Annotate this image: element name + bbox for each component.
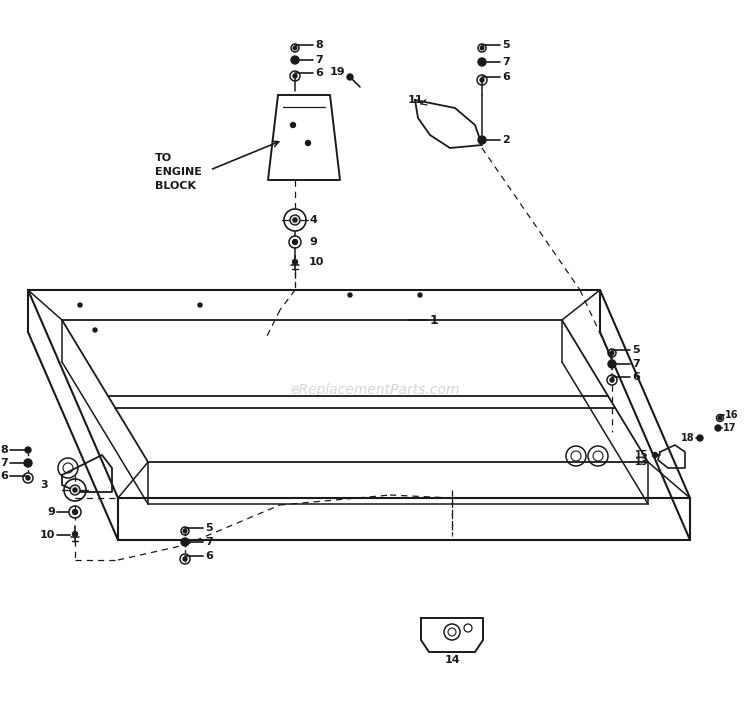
Circle shape bbox=[73, 532, 77, 537]
Text: 1: 1 bbox=[430, 313, 439, 326]
Circle shape bbox=[292, 260, 298, 265]
Text: 15: 15 bbox=[634, 450, 648, 460]
Circle shape bbox=[610, 351, 614, 355]
Circle shape bbox=[183, 530, 187, 533]
Text: 6: 6 bbox=[0, 471, 8, 481]
Circle shape bbox=[290, 123, 296, 128]
Text: eReplacementParts.com: eReplacementParts.com bbox=[290, 383, 460, 397]
Text: 7: 7 bbox=[632, 359, 640, 369]
Text: 6: 6 bbox=[315, 68, 322, 78]
Text: 9: 9 bbox=[47, 507, 55, 517]
Circle shape bbox=[25, 447, 31, 453]
Text: 8: 8 bbox=[315, 40, 322, 50]
Text: 16: 16 bbox=[725, 410, 739, 420]
Circle shape bbox=[480, 46, 484, 50]
Circle shape bbox=[418, 293, 422, 297]
Text: 13: 13 bbox=[634, 457, 648, 467]
Circle shape bbox=[293, 74, 297, 78]
Circle shape bbox=[293, 218, 297, 222]
Text: 7: 7 bbox=[315, 55, 322, 65]
Circle shape bbox=[348, 293, 352, 297]
Text: 2: 2 bbox=[502, 135, 510, 145]
Circle shape bbox=[292, 239, 298, 244]
Text: 7: 7 bbox=[502, 57, 510, 67]
Text: 6: 6 bbox=[502, 72, 510, 82]
Circle shape bbox=[291, 56, 299, 64]
Circle shape bbox=[78, 303, 82, 307]
Circle shape bbox=[24, 459, 32, 467]
Circle shape bbox=[697, 435, 703, 441]
Text: 17: 17 bbox=[723, 423, 736, 433]
Text: 5: 5 bbox=[205, 523, 213, 533]
Circle shape bbox=[26, 476, 30, 480]
Circle shape bbox=[293, 46, 297, 50]
Circle shape bbox=[183, 557, 187, 561]
Text: 3: 3 bbox=[40, 480, 48, 490]
Circle shape bbox=[93, 328, 97, 332]
Text: 7: 7 bbox=[205, 537, 213, 547]
Text: 6: 6 bbox=[205, 551, 213, 561]
Circle shape bbox=[480, 78, 484, 82]
Text: 5: 5 bbox=[502, 40, 510, 50]
Circle shape bbox=[608, 360, 616, 368]
Text: 6: 6 bbox=[632, 372, 640, 382]
Circle shape bbox=[478, 136, 486, 144]
Circle shape bbox=[290, 215, 300, 225]
Circle shape bbox=[70, 485, 80, 495]
Circle shape bbox=[73, 510, 77, 515]
Text: 19: 19 bbox=[330, 67, 346, 77]
Text: 10: 10 bbox=[309, 257, 324, 267]
Circle shape bbox=[181, 538, 189, 546]
Circle shape bbox=[198, 303, 202, 307]
Circle shape bbox=[718, 417, 722, 420]
Text: BLOCK: BLOCK bbox=[155, 181, 196, 191]
Circle shape bbox=[347, 74, 353, 80]
Text: 5: 5 bbox=[632, 345, 640, 355]
Circle shape bbox=[715, 425, 721, 431]
Text: 14: 14 bbox=[444, 655, 460, 665]
Text: 11: 11 bbox=[408, 95, 424, 105]
Text: TO: TO bbox=[155, 153, 172, 163]
Text: 8: 8 bbox=[0, 445, 8, 455]
Text: 9: 9 bbox=[309, 237, 316, 247]
Circle shape bbox=[610, 378, 614, 382]
Text: 4: 4 bbox=[310, 215, 318, 225]
Circle shape bbox=[652, 453, 658, 457]
Circle shape bbox=[305, 140, 310, 145]
Circle shape bbox=[73, 488, 77, 492]
Circle shape bbox=[478, 58, 486, 66]
Text: 18: 18 bbox=[681, 433, 695, 443]
Text: 7: 7 bbox=[0, 458, 8, 468]
Text: ENGINE: ENGINE bbox=[155, 167, 202, 177]
Text: 10: 10 bbox=[40, 530, 55, 540]
